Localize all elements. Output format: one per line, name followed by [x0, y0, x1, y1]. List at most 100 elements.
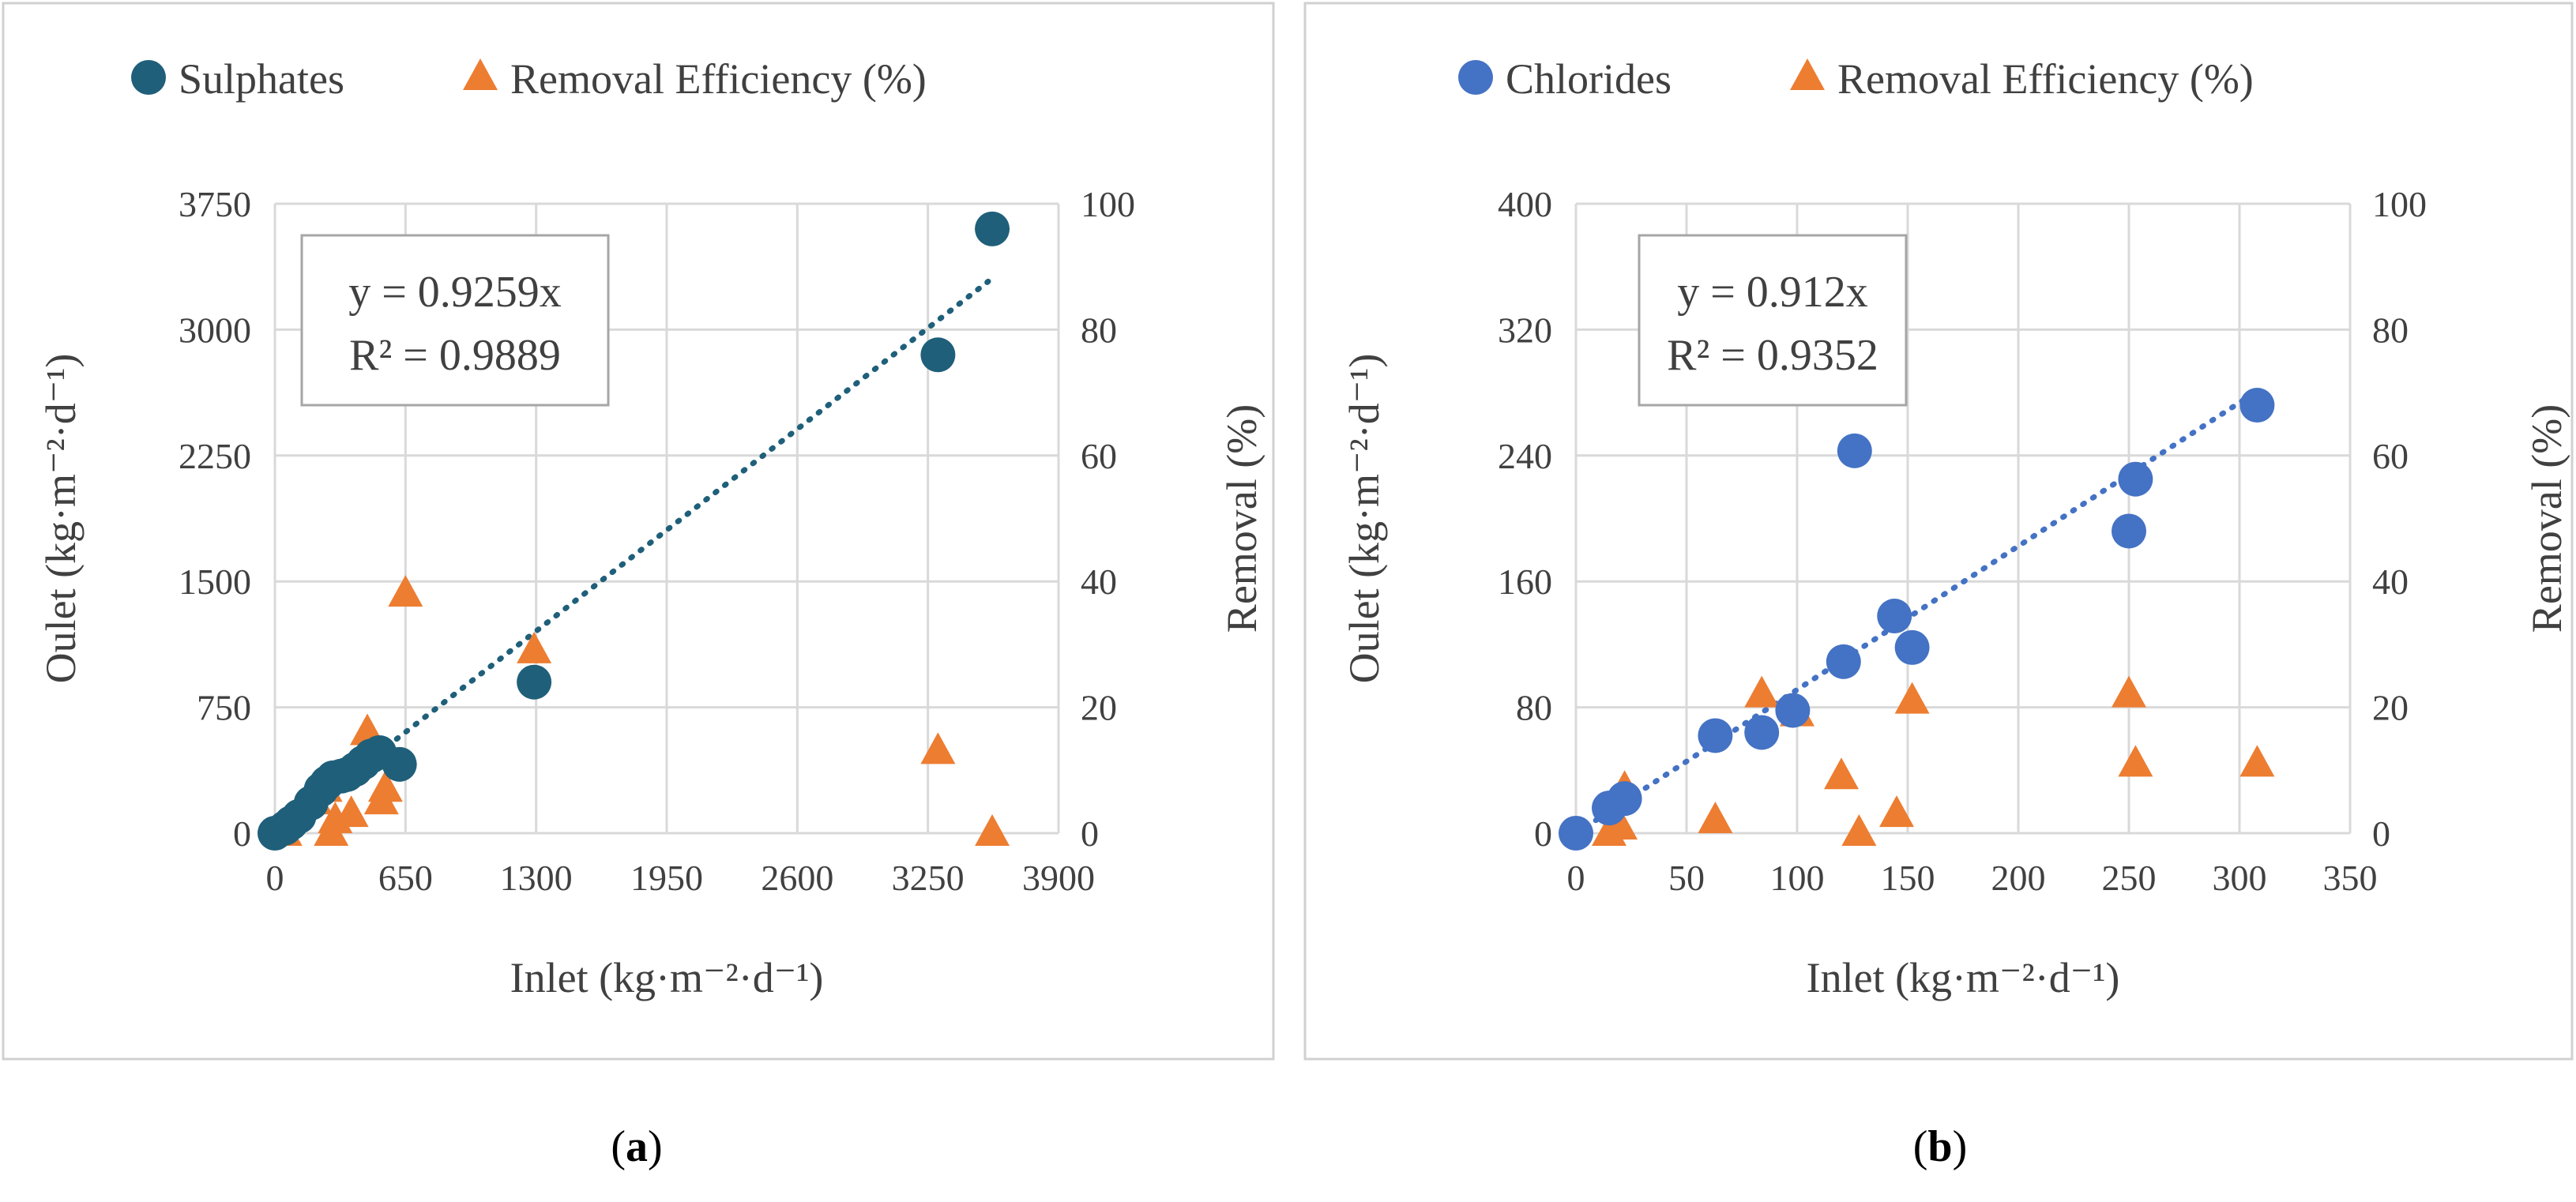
- panel-caption: (b): [1913, 1122, 1967, 1171]
- x-tick-label: 650: [378, 858, 433, 898]
- x-tick-label: 50: [1668, 858, 1705, 898]
- panel-caption: (a): [611, 1122, 662, 1171]
- legend-label-1: Removal Efficiency (%): [510, 55, 927, 103]
- removal-point-8: [1879, 795, 1914, 828]
- y-tick-label: 750: [197, 688, 251, 728]
- x-tick-label: 1300: [500, 858, 573, 898]
- x-tick-label: 2600: [761, 858, 833, 898]
- y-tick-label: 400: [1498, 184, 1552, 224]
- removal-point-1: [1603, 808, 1638, 840]
- removal-point-6: [1824, 757, 1859, 790]
- removal-point-9: [388, 575, 423, 607]
- data-point-4: [1744, 715, 1780, 750]
- y-axis-title: Oulet (kg·m⁻²·d⁻¹): [1341, 354, 1388, 684]
- y-tick-label: 1500: [179, 562, 251, 602]
- data-point-16: [920, 337, 956, 373]
- removal-point-3: [1698, 802, 1733, 834]
- removal-point-8: [367, 770, 403, 802]
- y-tick-label: 0: [233, 813, 251, 854]
- x-tick-label: 100: [1770, 858, 1825, 898]
- caption-letter: b: [1927, 1122, 1952, 1171]
- trendline-r2: R² = 0.9352: [1667, 331, 1878, 380]
- legend-label-0: Chlorides: [1506, 55, 1672, 103]
- legend-marker-0: [131, 60, 166, 95]
- data-point-0: [1559, 816, 1593, 851]
- removal-point-7: [1841, 814, 1877, 846]
- trendline-equation: y = 0.9259x: [348, 268, 562, 317]
- y2-tick-label: 60: [1081, 436, 1117, 476]
- y2-tick-label: 0: [2372, 813, 2390, 854]
- data-point-17: [975, 211, 1010, 246]
- panel-frame: [1303, 2, 2574, 1061]
- y-tick-label: 3750: [179, 184, 251, 224]
- x-tick-label: 250: [2102, 858, 2157, 898]
- x-tick-label: 300: [2213, 858, 2267, 898]
- data-point-8: [1877, 599, 1912, 634]
- x-tick-label: 150: [1881, 858, 1935, 898]
- caption-open-paren: (: [611, 1122, 626, 1171]
- y-tick-label: 160: [1498, 562, 1552, 602]
- y2-tick-label: 40: [2372, 562, 2409, 602]
- caption-close-paren: ): [1953, 1122, 1968, 1171]
- x-tick-label: 0: [266, 858, 284, 898]
- y2-tick-label: 100: [2372, 184, 2427, 224]
- legend-marker-1: [463, 58, 498, 90]
- caption-letter: a: [626, 1122, 648, 1171]
- trendline-equation: y = 0.912x: [1677, 268, 1868, 317]
- removal-point-12: [975, 814, 1010, 846]
- trendline: [272, 278, 991, 836]
- equation-box: [1638, 234, 1908, 407]
- panel-frame: [2, 2, 1275, 1061]
- x-tick-label: 350: [2323, 858, 2378, 898]
- y2-tick-label: 80: [2372, 310, 2409, 350]
- y-axis-title: Oulet (kg·m⁻²·d⁻¹): [37, 354, 85, 684]
- y2-tick-label: 100: [1081, 184, 1135, 224]
- removal-point-10: [517, 631, 552, 663]
- y-tick-label: 240: [1498, 436, 1552, 476]
- data-point-15: [517, 664, 552, 700]
- y2-tick-label: 60: [2372, 436, 2409, 476]
- y-tick-label: 2250: [179, 436, 251, 476]
- data-point-9: [1894, 629, 1930, 665]
- data-point-3: [1698, 718, 1733, 753]
- data-point-14: [382, 746, 417, 782]
- data-point-6: [1826, 644, 1861, 679]
- x-axis-title: Inlet (kg·m⁻²·d⁻¹): [510, 954, 824, 1001]
- y-tick-label: 3000: [179, 310, 251, 350]
- data-point-12: [2239, 388, 2275, 423]
- removal-point-11: [2118, 745, 2153, 777]
- x-axis-title: Inlet (kg·m⁻²·d⁻¹): [1807, 954, 2120, 1001]
- removal-point-9: [1894, 682, 1930, 714]
- removal-point-5: [333, 795, 369, 828]
- removal-point-12: [2239, 745, 2275, 777]
- caption-close-paren: ): [648, 1122, 663, 1171]
- y-tick-label: 320: [1498, 310, 1552, 350]
- x-tick-label: 200: [1991, 858, 2046, 898]
- x-tick-label: 1950: [630, 858, 703, 898]
- data-point-11: [2118, 461, 2153, 497]
- data-point-2: [1607, 781, 1642, 817]
- caption-open-paren: (: [1913, 1122, 1928, 1171]
- chart-panel-a: 0 750 1500 2250 3000 3750 0 650 1300 1950 2600 3250…: [2, 2, 1275, 1171]
- y2-tick-label: 80: [1081, 310, 1117, 350]
- removal-point-11: [920, 732, 956, 764]
- y-tick-label: 0: [1534, 813, 1552, 854]
- y2-tick-label: 40: [1081, 562, 1117, 602]
- removal-point-4: [1744, 675, 1780, 708]
- removal-point-10: [2112, 675, 2146, 708]
- data-point-7: [1837, 433, 1872, 468]
- y2-tick-label: 0: [1081, 813, 1099, 854]
- y2-axis-title: Removal (%): [1218, 404, 1265, 633]
- legend-marker-1: [1790, 58, 1825, 90]
- y2-tick-label: 20: [2372, 688, 2409, 728]
- legend-marker-0: [1458, 60, 1493, 95]
- data-point-10: [2112, 513, 2146, 549]
- y-tick-label: 80: [1516, 688, 1552, 728]
- legend-label-1: Removal Efficiency (%): [1837, 55, 2254, 103]
- legend-label-0: Sulphates: [179, 55, 344, 103]
- x-tick-label: 0: [1567, 858, 1585, 898]
- trendline-r2: R² = 0.9889: [349, 331, 561, 380]
- y2-tick-label: 20: [1081, 688, 1117, 728]
